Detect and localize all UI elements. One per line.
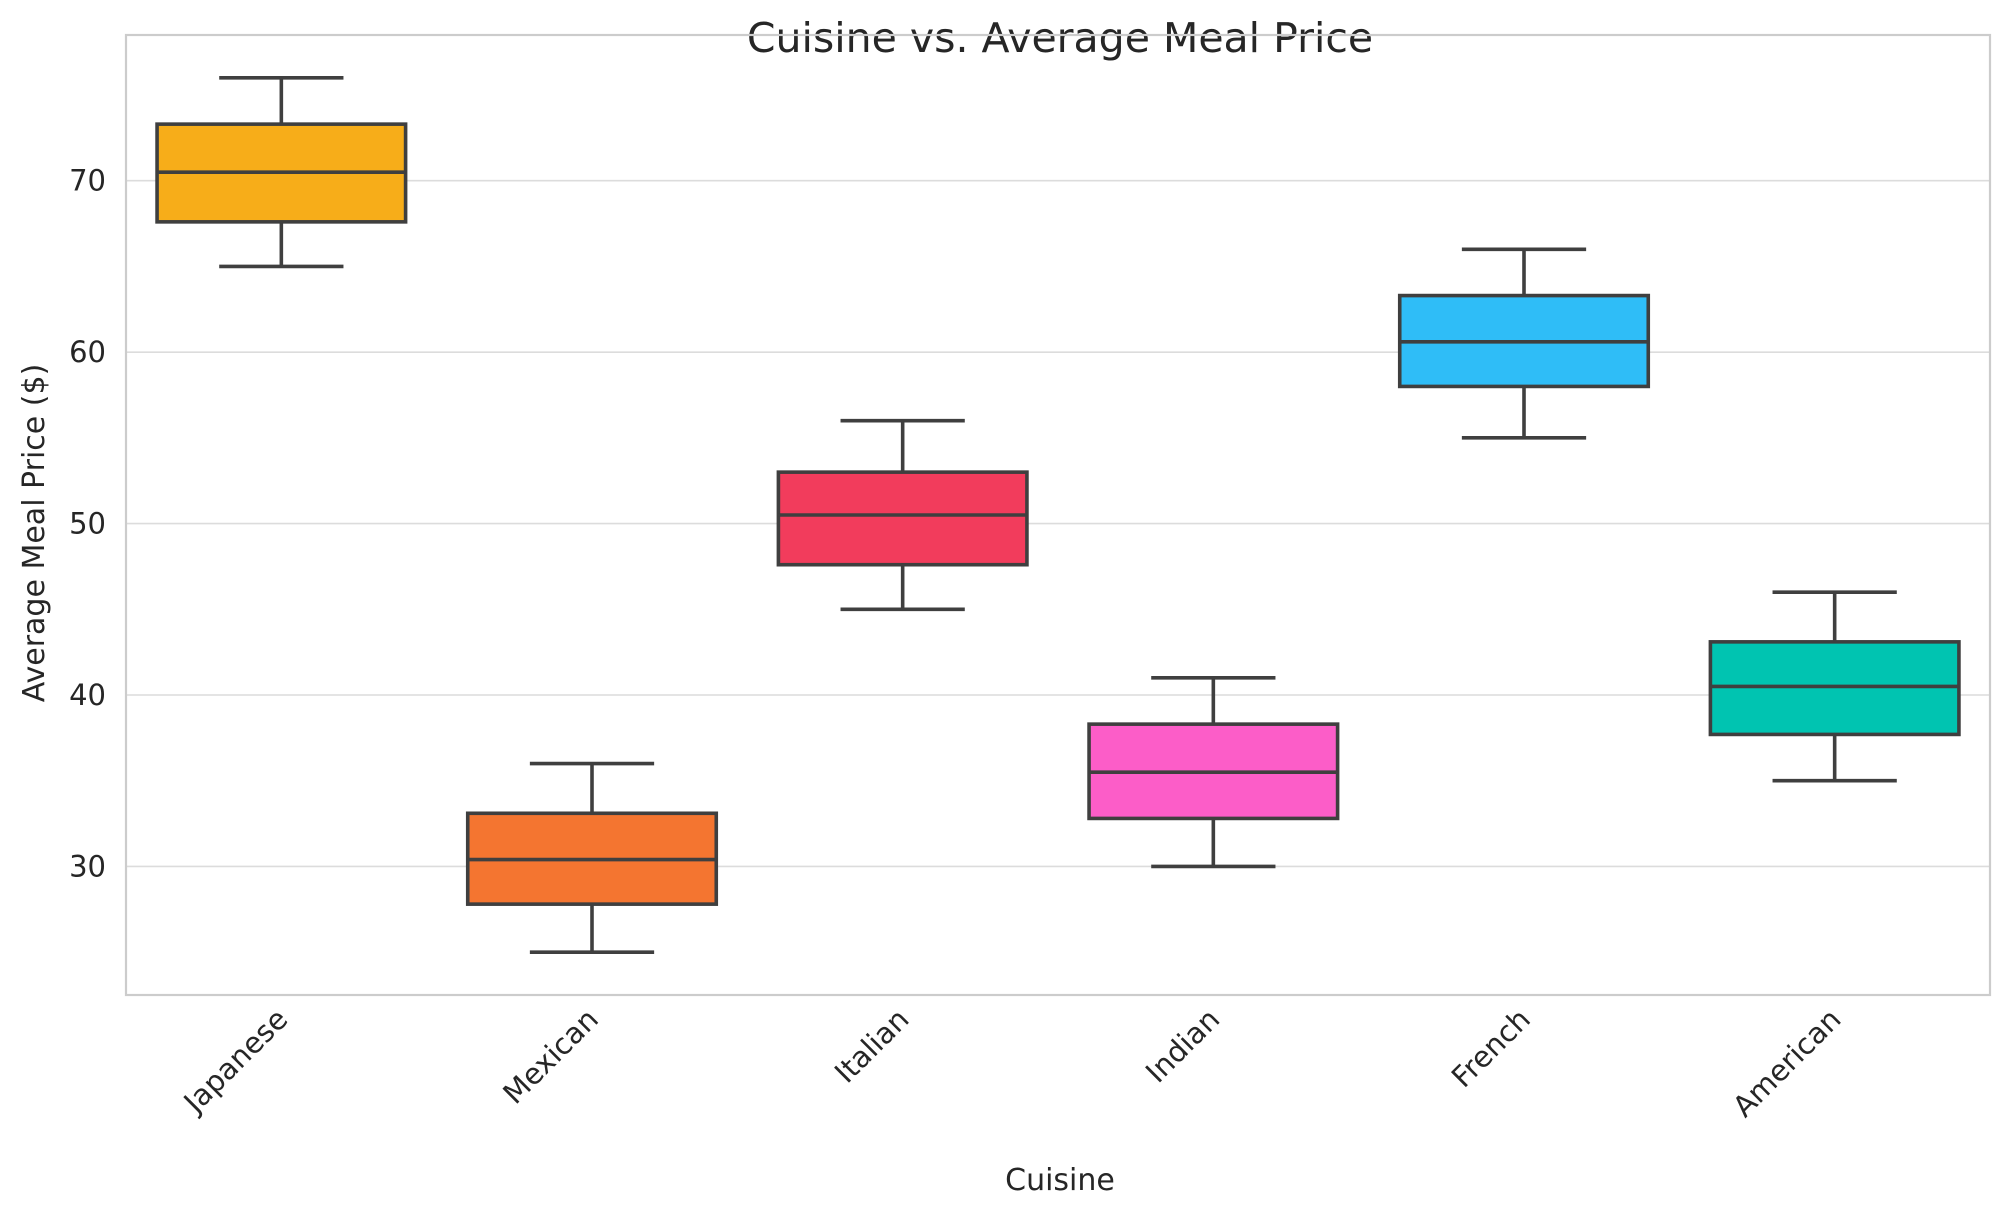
plot-frame	[124, 33, 1992, 997]
y-tick-label: 50	[69, 507, 106, 541]
plot-area: 30 40 50 60 70 Japanese Mexican Italian Indian Fr…	[69, 33, 1992, 1124]
y-tick-label: 40	[69, 678, 106, 712]
x-tick-label: Japanese	[176, 1002, 295, 1121]
y-tick-label: 70	[69, 164, 106, 198]
chart-title: Cuisine vs. Average Meal Price	[747, 14, 1373, 62]
x-axis-label: Cuisine	[1005, 1163, 1115, 1198]
x-tick-label: Indian	[1139, 1002, 1226, 1089]
x-tick-label: American	[1726, 1002, 1848, 1124]
box-iqr-italian	[776, 470, 1029, 567]
x-tick-label: Italian	[828, 1002, 916, 1090]
x-tick-label: French	[1445, 1002, 1537, 1094]
x-tick-label: Mexican	[496, 1002, 605, 1111]
y-axis-label: Average Meal Price ($)	[17, 364, 52, 703]
y-tick-label: 60	[69, 335, 106, 369]
y-tick-label: 30	[69, 849, 106, 883]
